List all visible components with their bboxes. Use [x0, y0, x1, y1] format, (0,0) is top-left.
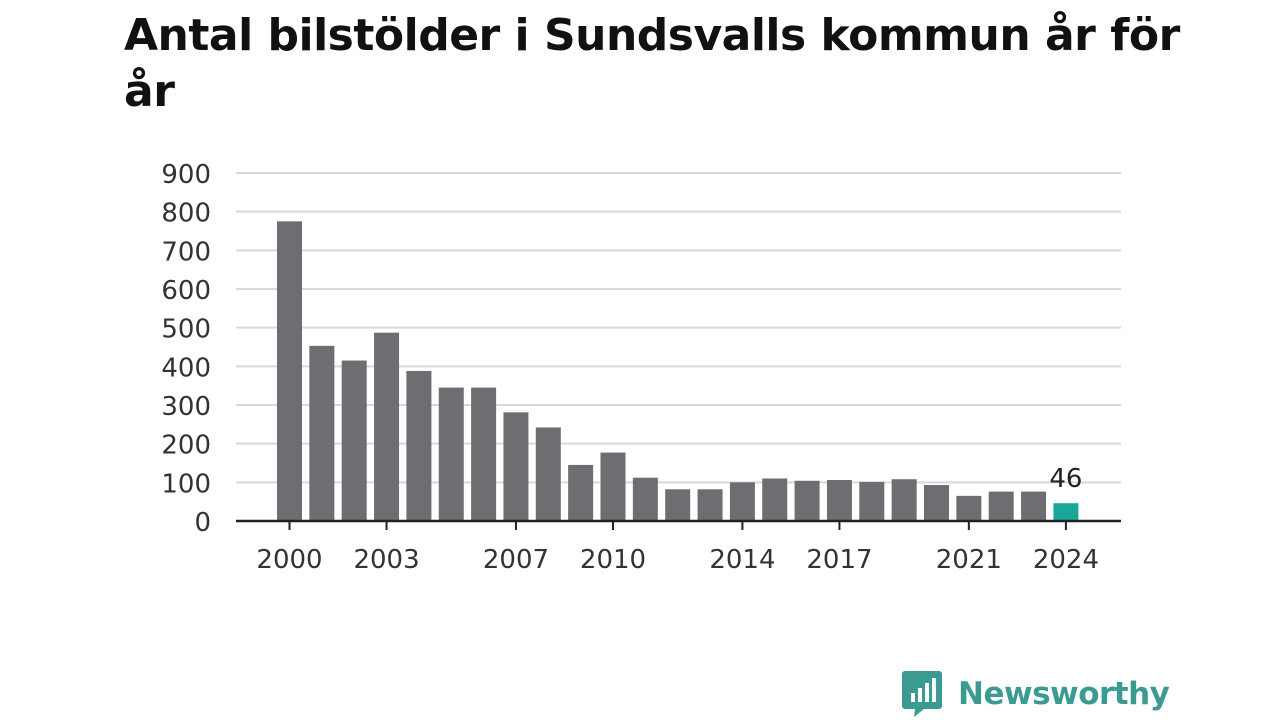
bar-2023: [1021, 491, 1047, 521]
bar-2004: [406, 370, 432, 521]
y-tick-label: 600: [161, 276, 211, 306]
y-tick-label: 800: [161, 199, 211, 229]
bars: [277, 221, 1079, 522]
bar-2018: [859, 481, 885, 521]
y-tick-label: 300: [161, 392, 211, 422]
y-tick-label: 700: [161, 237, 211, 267]
bar-2008: [535, 427, 561, 521]
gridlines: [236, 172, 1121, 484]
x-tick-label: 2000: [256, 545, 322, 575]
bar-2020: [924, 485, 949, 521]
bar-2013: [697, 489, 723, 521]
x-tick-label: 2003: [353, 545, 419, 575]
bar-2021: [956, 495, 982, 521]
x-tick-label: 2010: [580, 545, 646, 575]
bar-2014: [729, 482, 755, 521]
x-tick-label: 2021: [936, 545, 1002, 575]
y-tick-label: 500: [161, 315, 211, 345]
y-tick-label: 400: [161, 353, 211, 383]
x-axis-ticks: 2000 2003 2007 2010 2014 2017 2021 2024: [256, 521, 1099, 575]
y-tick-label: 900: [161, 160, 211, 190]
bar-2006: [471, 387, 497, 521]
data-label-2024: 46: [1049, 464, 1082, 494]
bar-2009: [568, 464, 594, 521]
bar-2002: [341, 360, 367, 521]
bar-2016: [794, 480, 820, 521]
bar-2017: [826, 480, 852, 521]
bar-2000: [277, 221, 302, 522]
bar-2010: [600, 452, 626, 521]
bar-2024: [1053, 503, 1079, 521]
x-tick-label: 2024: [1033, 545, 1099, 575]
data-labels: 46: [1049, 464, 1082, 494]
bar-2005: [438, 387, 464, 521]
bar-2001: [309, 345, 335, 521]
x-tick-label: 2007: [483, 545, 549, 575]
bar-chart-speech-bubble-icon: [902, 671, 942, 717]
y-tick-label: 100: [161, 469, 211, 499]
bar-2015: [762, 478, 788, 521]
brand-name: Newsworthy: [958, 676, 1170, 712]
bar-2019: [891, 479, 917, 521]
bar-2011: [632, 477, 658, 521]
chart-title: Antal bilstölder i Sundsvalls kommun år …: [124, 10, 1180, 117]
bar-2012: [665, 489, 691, 521]
bar-2003: [374, 332, 400, 521]
bar-2007: [503, 412, 529, 521]
y-axis-tick-labels: 0 100 200 300 400 500 600 700 800 900: [161, 160, 211, 538]
y-tick-label: 0: [194, 508, 211, 538]
x-tick-label: 2017: [806, 545, 872, 575]
brand-logo: Newsworthy: [902, 670, 1170, 718]
y-tick-label: 200: [161, 431, 211, 461]
bar-2022: [988, 491, 1014, 521]
x-tick-label: 2014: [709, 545, 775, 575]
